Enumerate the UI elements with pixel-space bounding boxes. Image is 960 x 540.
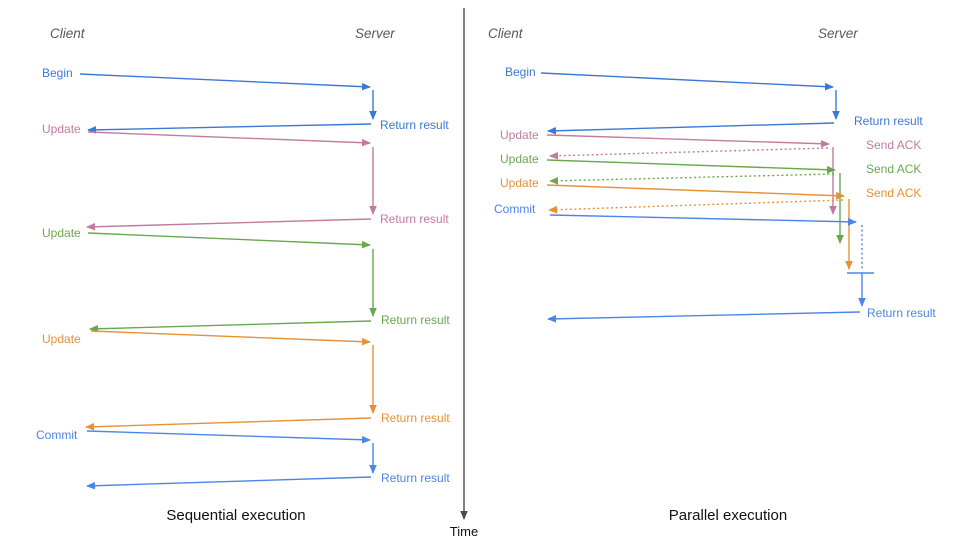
label-update-3: Update [500,176,539,190]
label-update-2: Update [42,226,81,240]
ack-update-3: Send ACK [866,186,921,200]
time-axis: Time [450,8,478,539]
update2-response-arrow [89,320,372,333]
update2-request-arrow [546,159,836,174]
caption-parallel: Parallel execution [669,507,787,524]
result-update-1: Return result [380,212,449,226]
commit-response-arrow [86,476,372,490]
caption-sequential: Sequential execution [166,507,305,524]
update1-response-arrow [86,218,372,231]
update2-request-arrow [87,232,371,249]
server-header: Server [355,26,395,41]
commit-request-arrow [549,214,857,226]
label-begin: Begin [505,65,536,79]
label-commit: Commit [494,202,536,216]
result-update-3: Return result [381,411,450,425]
begin-response-arrow [87,123,372,134]
panel-parallel: Client Server Begin Update Update Update Commi… [488,26,936,524]
client-header: Client [488,26,524,41]
update1-ack-arrow [549,147,829,160]
update3-request-arrow [90,330,371,346]
update3-response-arrow [85,417,372,431]
result-commit: Return result [381,471,450,485]
commit-response-arrow [547,311,861,323]
result-begin: Return result [380,118,449,132]
time-axis-label: Time [450,524,478,539]
update3-request-arrow [546,184,845,200]
update3-ack-arrow [548,199,844,214]
label-update-2: Update [500,152,539,166]
result-update-2: Return result [381,313,450,327]
ack-update-2: Send ACK [866,162,921,176]
result-commit: Return result [867,306,936,320]
label-update-1: Update [42,122,81,136]
update1-request-arrow [87,131,371,147]
commit-request-arrow [86,430,371,444]
begin-response-arrow [547,122,835,135]
begin-request-arrow [79,73,371,91]
label-update-1: Update [500,128,539,142]
label-commit: Commit [36,428,78,442]
result-begin: Return result [854,114,923,128]
server-header: Server [818,26,858,41]
label-update-3: Update [42,332,81,346]
update2-ack-arrow [549,173,835,185]
label-begin: Begin [42,66,73,80]
ack-update-1: Send ACK [866,138,921,152]
panel-sequential: Client Server Begin Update Update Update Commi… [36,26,450,524]
begin-request-arrow [540,72,834,91]
client-header: Client [50,26,86,41]
update1-request-arrow [546,134,830,148]
